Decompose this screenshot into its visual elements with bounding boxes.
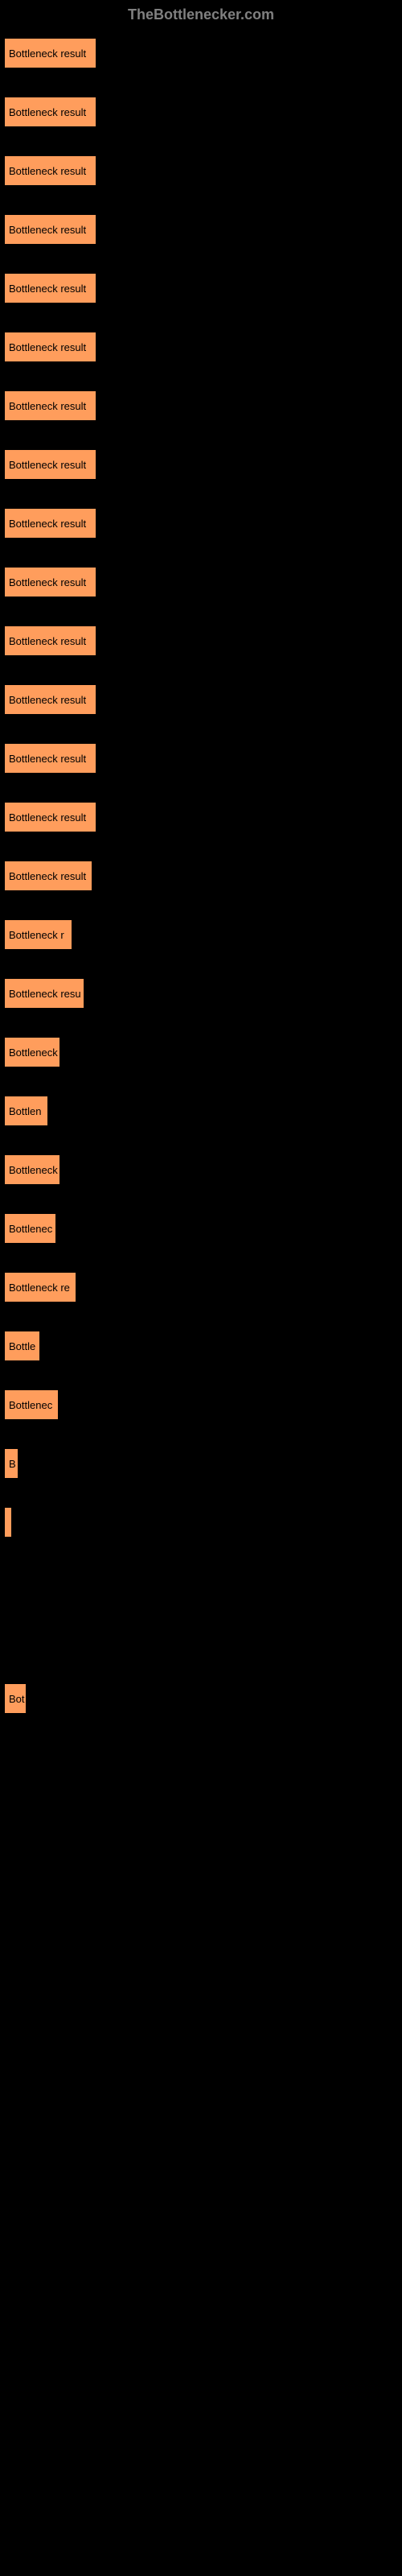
chart-bar: Bottleneck result (4, 743, 96, 774)
bar-row: B (4, 1448, 398, 1479)
bar-row: Bottleneck result (4, 861, 398, 891)
chart-bar: Bottleneck result (4, 567, 96, 597)
chart-bar: Bottleneck result (4, 214, 96, 245)
bar-row (4, 2212, 398, 2243)
chart-bar: Bottleneck result (4, 449, 96, 480)
chart-bar: Bottleneck result (4, 802, 96, 832)
bar-row: Bottlenec (4, 1213, 398, 1244)
bar-row (4, 1801, 398, 1831)
chart-bar: Bottleneck resu (4, 978, 84, 1009)
bar-row (4, 2095, 398, 2125)
bar-row (4, 1624, 398, 1655)
chart-bar: Bottlenec (4, 1213, 56, 1244)
chart-bar: Bottlen (4, 1096, 48, 1126)
bar-row (4, 2330, 398, 2360)
chart-bar: Bottleneck result (4, 684, 96, 715)
chart-bar: Bottleneck re (4, 1272, 76, 1302)
bar-row (4, 1566, 398, 1596)
bar-row (4, 1860, 398, 1890)
chart-bar: B (4, 1448, 18, 1479)
bar-chart: Bottleneck result Bottleneck result Bottle… (0, 30, 402, 2514)
bar-row: Bottlen (4, 1096, 398, 1126)
chart-bar: Bottleneck result (4, 38, 96, 68)
chart-bar: Bottleneck result (4, 390, 96, 421)
bar-row: Bottlenec (4, 1389, 398, 1420)
chart-bar: Bottleneck result (4, 625, 96, 656)
chart-bar: Bottleneck result (4, 861, 92, 891)
bar-row (4, 2271, 398, 2301)
bar-row (4, 2388, 398, 2419)
chart-bar: Bottleneck result (4, 97, 96, 127)
bar-row: Bottleneck result (4, 332, 398, 362)
bar-row: Bottleneck result (4, 625, 398, 656)
chart-bar: Bottleneck (4, 1037, 60, 1067)
bar-row: Bottleneck result (4, 214, 398, 245)
site-title: TheBottlenecker.com (128, 6, 274, 23)
bar-row: Bottleneck result (4, 802, 398, 832)
chart-bar: Bottleneck result (4, 332, 96, 362)
bar-row: Bot (4, 1683, 398, 1714)
chart-bar: Bottleneck result (4, 155, 96, 186)
bar-row (4, 1977, 398, 2008)
bar-row: Bottleneck re (4, 1272, 398, 1302)
bar-row (4, 1507, 398, 1538)
site-header: TheBottlenecker.com (0, 0, 402, 30)
bar-row (4, 2036, 398, 2066)
chart-bar: Bot (4, 1683, 27, 1714)
chart-bar: Bottleneck r (4, 919, 72, 950)
chart-bar: Bottleneck result (4, 273, 96, 303)
bar-row: Bottleneck result (4, 38, 398, 68)
bar-row (4, 2447, 398, 2478)
bar-row: Bottleneck result (4, 684, 398, 715)
bar-row: Bottleneck result (4, 508, 398, 539)
bar-row: Bottleneck result (4, 390, 398, 421)
chart-bar (4, 1507, 12, 1538)
bar-row: Bottle (4, 1331, 398, 1361)
bar-row: Bottleneck (4, 1037, 398, 1067)
chart-bar: Bottle (4, 1331, 40, 1361)
bar-row (4, 1918, 398, 1949)
bar-row: Bottleneck result (4, 449, 398, 480)
bar-row: Bottleneck resu (4, 978, 398, 1009)
chart-bar: Bottlenec (4, 1389, 59, 1420)
bar-row (4, 2153, 398, 2184)
bar-row: Bottleneck r (4, 919, 398, 950)
bar-row: Bottleneck result (4, 97, 398, 127)
bar-row: Bottleneck (4, 1154, 398, 1185)
bar-row (4, 1742, 398, 1773)
chart-bar: Bottleneck (4, 1154, 60, 1185)
bar-row: Bottleneck result (4, 743, 398, 774)
bar-row: Bottleneck result (4, 273, 398, 303)
bar-row: Bottleneck result (4, 155, 398, 186)
chart-bar: Bottleneck result (4, 508, 96, 539)
bar-row: Bottleneck result (4, 567, 398, 597)
